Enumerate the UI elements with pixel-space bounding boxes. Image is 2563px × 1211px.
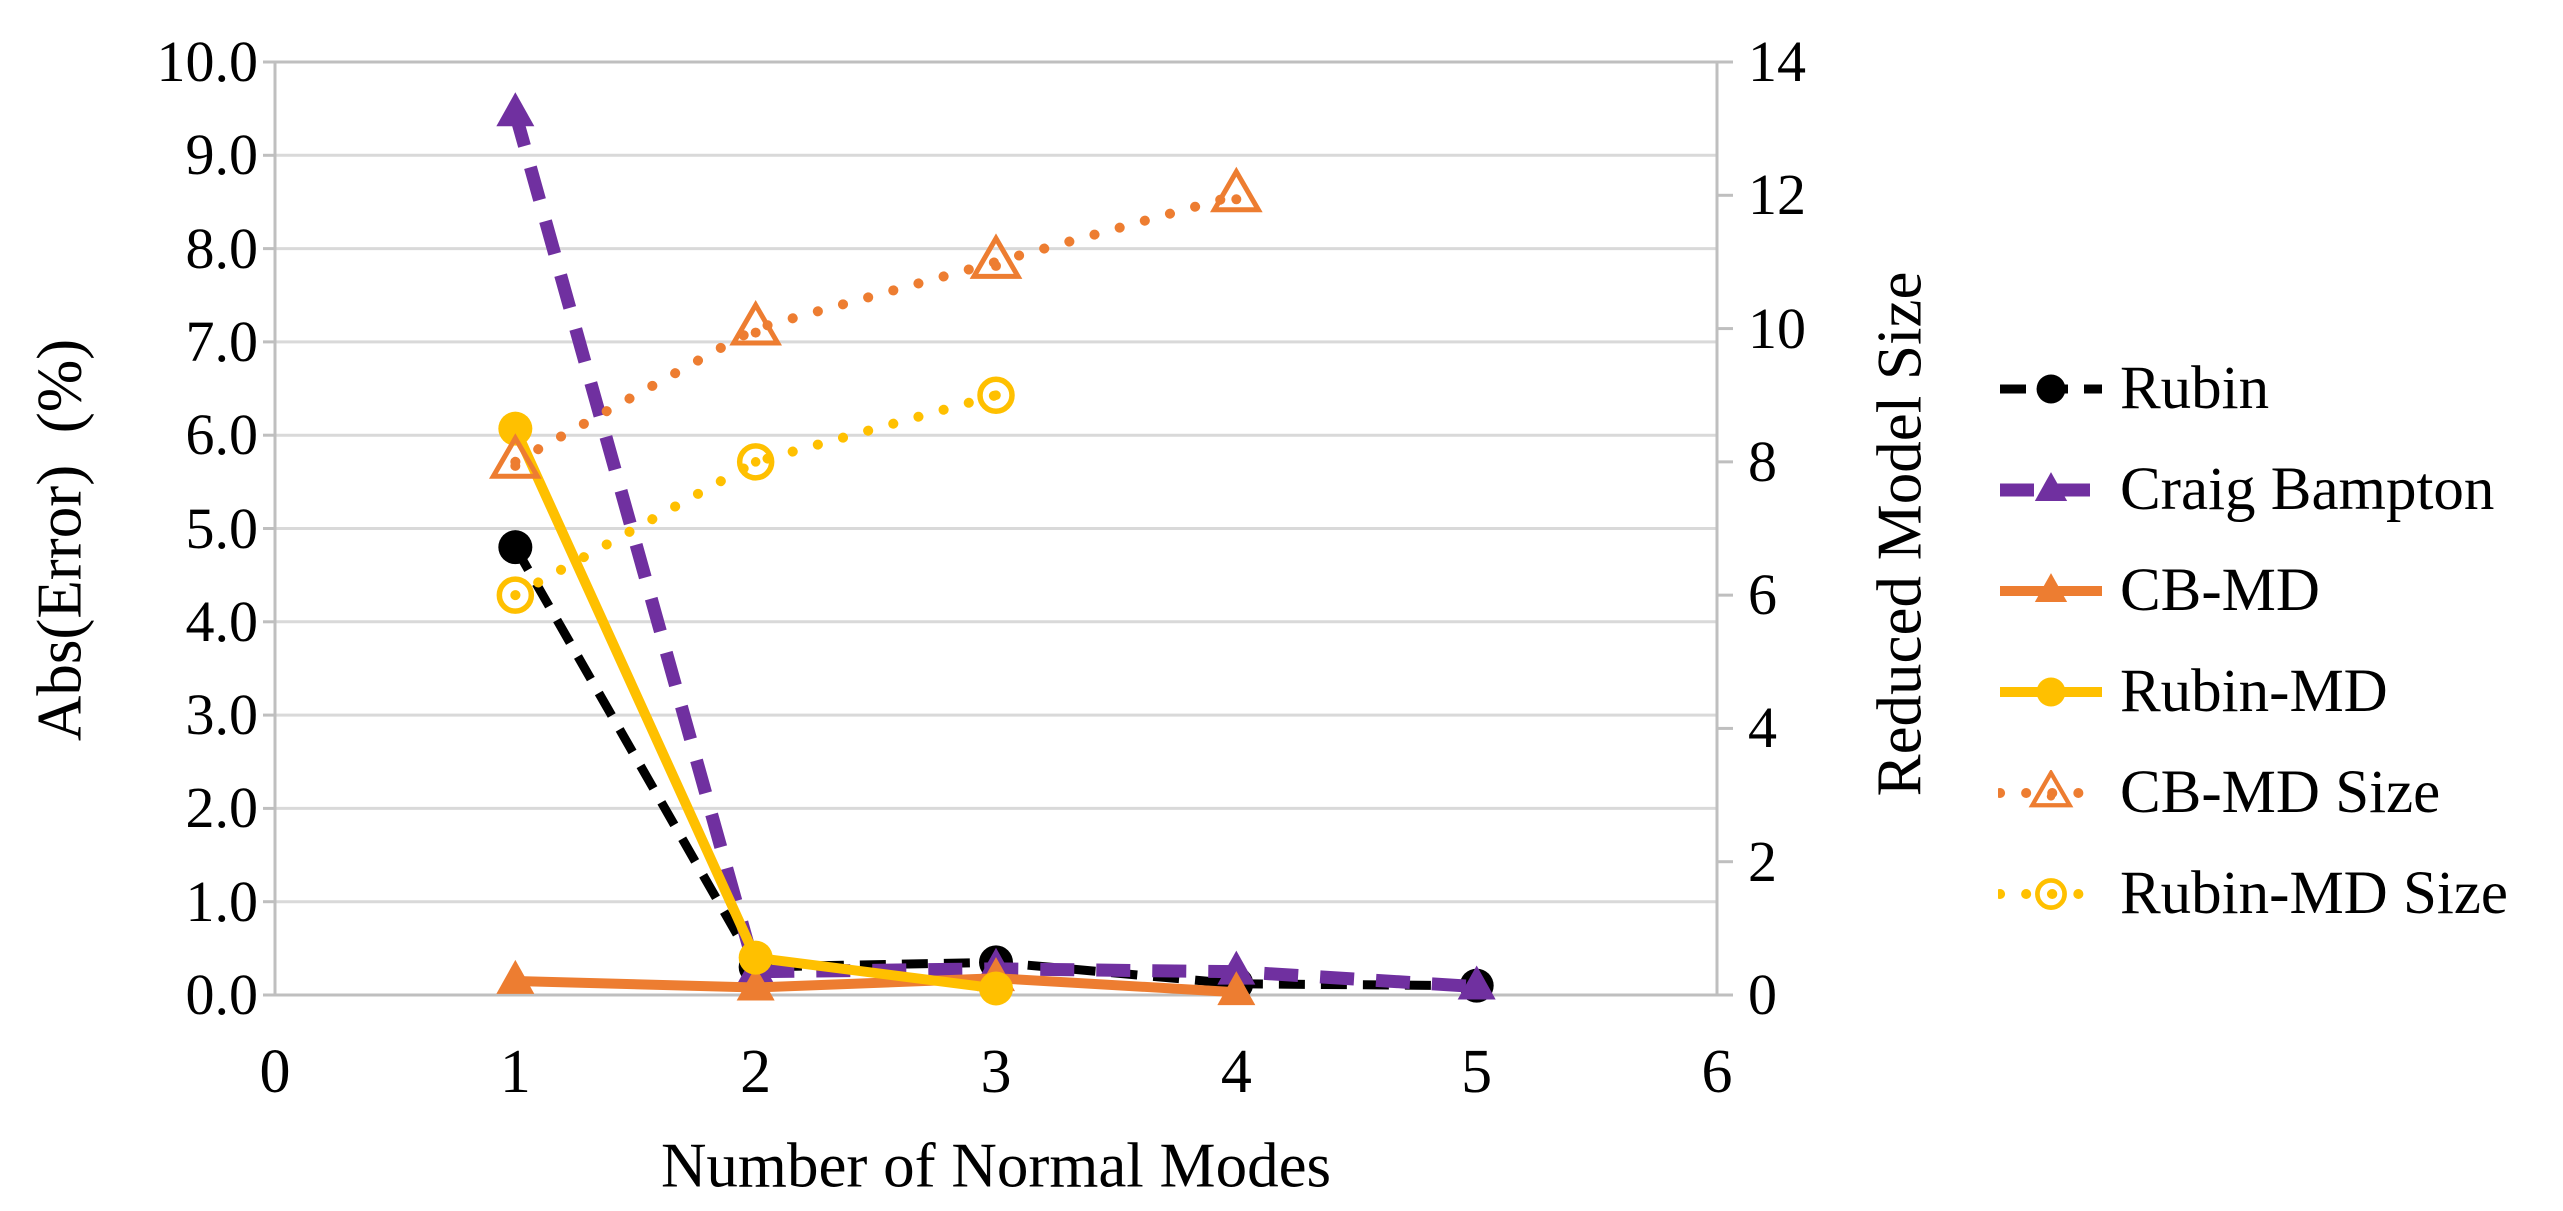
marker-triangle-filled: [736, 966, 775, 1001]
legend-item-craig-bampton: Craig Bampton: [1998, 439, 2508, 540]
legend: Rubin Craig Bampton CB-MD Rubin-MD CB-MD Siz…: [1998, 338, 2508, 944]
marker-triangle-filled: [1457, 965, 1496, 1000]
y-right-axis-tick-label: 0: [1748, 962, 1777, 1027]
y-right-axis-tick-label: 6: [1748, 562, 1777, 628]
marker-circle-filled: [979, 971, 1013, 1006]
legend-item-cb-md-size: CB-MD Size: [1998, 742, 2508, 843]
marker-center-dot: [1231, 194, 1242, 205]
legend-item-label: Rubin-MD Size: [2120, 860, 2509, 927]
series-line-cb-md: [515, 973, 1237, 998]
series-line-cb-md-size: [510, 190, 1242, 467]
legend-item-label: CB-MD Size: [2120, 759, 2441, 826]
marker-triangle-filled: [2034, 572, 2068, 602]
legend-item-rubin-md: Rubin-MD: [1998, 641, 2508, 742]
y-left-axis-title: Abs(Error) (%): [24, 338, 95, 742]
legend-item-rubin: Rubin: [1998, 338, 2508, 439]
series-line-rubin-md-size: [510, 390, 1001, 601]
marker-center-dot: [991, 260, 1001, 271]
y-left-axis-tick-label: 9.0: [185, 122, 259, 188]
y-right-axis-tick-label: 14: [1748, 29, 1806, 94]
x-axis-title: Number of Normal Modes: [660, 1130, 1332, 1201]
y-left-axis-tick-label: 2.0: [185, 775, 259, 841]
legend-sample-rubin: [2000, 374, 2102, 403]
legend-sample-craig-bampton: [2000, 471, 2102, 501]
y-right-axis-tick-label: 10: [1748, 295, 1806, 361]
legend-item-label: Rubin: [2120, 355, 2270, 422]
y-right-axis-tick-label: 4: [1748, 695, 1777, 761]
marker-circle-filled: [498, 411, 533, 446]
y-left-axis-tick-label: 10.0: [156, 29, 259, 94]
y-right-axis-tick-label: 2: [1748, 828, 1777, 894]
legend-item-label: Rubin-MD: [2120, 658, 2388, 725]
marker-triangle-open: [1209, 166, 1263, 213]
series-craig-bampton: [496, 92, 1496, 1000]
marker-center-dot: [750, 457, 761, 467]
legend-sample-cb-md: [2000, 572, 2102, 602]
marker-triangle-open: [2028, 769, 2074, 807]
marker-center-dot: [510, 590, 521, 600]
y-left-axis-tick-label: 1.0: [185, 868, 259, 934]
marker-triangle-filled: [1217, 950, 1256, 985]
y-left-axis-tick-label: 0.0: [185, 962, 259, 1027]
legend-item-label: CB-MD: [2120, 557, 2320, 624]
series-rubin-md-size: [496, 376, 1015, 614]
y-left-axis-tick-label: 8.0: [185, 215, 259, 281]
x-axis-tick-label: 2: [740, 1038, 772, 1106]
marker-circle-open: [736, 443, 775, 481]
marker-center-dot: [2046, 791, 2056, 801]
y-left-axis-tick-label: 6.0: [185, 402, 259, 468]
x-axis-tick-label: 4: [1220, 1038, 1252, 1106]
legend-sample-cb-md-size: [1998, 769, 2104, 807]
y-right-axis-title: Reduced Model Size: [1864, 271, 1935, 797]
marker-circle-filled: [498, 530, 533, 565]
marker-triangle-filled: [496, 92, 535, 127]
marker-circle-filled: [738, 940, 773, 975]
y-left-axis-tick-label: 4.0: [185, 588, 259, 654]
legend-sample-rubin-md: [2000, 677, 2102, 706]
y-left-axis-tick-label: 5.0: [185, 495, 259, 561]
x-axis-tick-label: 1: [499, 1038, 531, 1106]
y-left-axis-tick-label: 3.0: [185, 682, 259, 748]
marker-triangle-open: [488, 433, 542, 479]
legend-sample-rubin-md-size: [1998, 877, 2104, 910]
marker-triangle-filled: [496, 959, 535, 994]
marker-center-dot: [991, 390, 1001, 401]
marker-center-dot: [2046, 889, 2056, 898]
marker-triangle-open: [969, 233, 1023, 279]
marker-circle-filled: [2036, 374, 2066, 403]
x-axis-tick-label: 5: [1461, 1038, 1493, 1106]
marker-circle-open: [496, 576, 535, 614]
x-axis-tick-label: 3: [980, 1038, 1012, 1106]
x-axis-tick-label: 0: [259, 1038, 291, 1106]
series-line-craig-bampton: [509, 111, 1478, 994]
marker-circle-open: [977, 376, 1015, 414]
marker-circle-filled: [2036, 677, 2066, 706]
marker-center-dot: [510, 460, 521, 471]
marker-center-dot: [750, 327, 761, 338]
marker-triangle-filled: [1217, 971, 1256, 1006]
marker-circle-open: [2035, 877, 2067, 910]
legend-item-cb-md: CB-MD: [1998, 540, 2508, 641]
marker-triangle-open: [729, 300, 783, 346]
legend-item-label: Craig Bampton: [2120, 456, 2495, 523]
x-axis-tick-label: 6: [1701, 1038, 1733, 1106]
series-rubin-md: [498, 411, 1013, 1006]
y-right-axis-tick-label: 8: [1748, 428, 1777, 494]
y-right-axis-tick-label: 12: [1748, 162, 1806, 228]
marker-triangle-filled: [2034, 471, 2068, 501]
series-cb-md-size: [488, 166, 1263, 479]
y-left-axis-tick-label: 7.0: [185, 308, 259, 374]
series-line-rubin-md: [510, 426, 997, 994]
legend-item-rubin-md-size: Rubin-MD Size: [1998, 843, 2508, 944]
